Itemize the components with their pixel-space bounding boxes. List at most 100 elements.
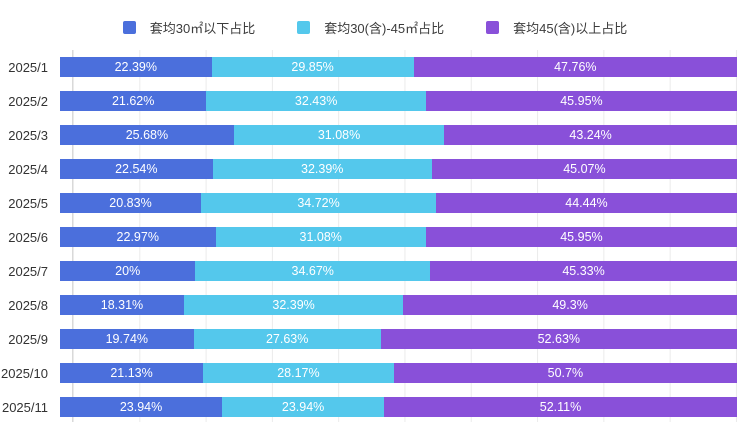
bar-segment-series-2[interactable]: 29.85% [211, 57, 414, 77]
bar-value-label: 20% [115, 264, 141, 278]
bar-segment-series-1[interactable]: 22.54% [60, 159, 213, 179]
bar-segment-series-1[interactable]: 19.74% [60, 329, 194, 349]
plot-rows: 2025/1 22.39% 29.85% 47.76% 2025/2 21.62% 32.4… [0, 50, 750, 424]
bar-segment-series-1[interactable]: 25.68% [60, 125, 234, 145]
bar-segment-series-2[interactable]: 28.17% [203, 363, 394, 383]
bar-value-label: 29.85% [291, 60, 334, 74]
bar-value-label: 34.72% [297, 196, 340, 210]
bar-value-label: 25.68% [125, 128, 169, 142]
bar-value-label: 45.07% [563, 162, 606, 176]
bar-segment-series-1[interactable]: 18.31% [60, 295, 184, 315]
chart-row: 2025/6 22.97% 31.08% 45.95% [0, 220, 750, 254]
bar-track: 18.31% 32.39% 49.3% [60, 295, 737, 315]
bar-track: 20.83% 34.72% 44.44% [60, 193, 737, 213]
chart-row: 2025/7 20% 34.67% 45.33% [0, 254, 750, 288]
legend-label-1: 套均30㎡以下占比 [149, 20, 256, 36]
bar-segment-series-1[interactable]: 21.62% [60, 91, 207, 111]
category-label: 2025/5 [8, 195, 48, 211]
bar-segment-series-1[interactable]: 20% [60, 261, 196, 281]
legend-item-over-45[interactable]: 套均45(含)以上占比 [486, 18, 627, 37]
legend-swatch-2 [297, 20, 311, 34]
bar-value-label: 21.62% [111, 94, 155, 108]
chart-row: 2025/4 22.54% 32.39% 45.07% [0, 152, 750, 186]
bar-segment-series-2[interactable]: 27.63% [193, 329, 381, 349]
legend: 套均30㎡以下占比 套均30(含)-45㎡占比 套均45(含)以上占比 [0, 0, 750, 50]
bar-value-label: 34.67% [291, 264, 334, 278]
bar-value-label: 45.95% [560, 94, 603, 108]
chart-row: 2025/11 23.94% 23.94% 52.11% [0, 390, 750, 424]
bar-segment-series-2[interactable]: 32.43% [206, 91, 426, 111]
bar-segment-series-1[interactable]: 20.83% [60, 193, 202, 213]
chart-row: 2025/2 21.62% 32.43% 45.95% [0, 84, 750, 118]
bar-segment-series-2[interactable]: 34.72% [201, 193, 437, 213]
chart-row: 2025/5 20.83% 34.72% 44.44% [0, 186, 750, 220]
bar-segment-series-3[interactable]: 45.95% [425, 227, 737, 247]
bar-value-label: 50.7% [547, 366, 584, 380]
bar-value-label: 20.83% [109, 196, 152, 210]
bar-segment-series-2[interactable]: 32.39% [212, 159, 432, 179]
bar-track: 21.62% 32.43% 45.95% [60, 91, 737, 111]
bar-value-label: 32.43% [294, 94, 338, 108]
bar-value-label: 32.39% [272, 298, 315, 312]
bar-segment-series-1[interactable]: 22.97% [60, 227, 216, 247]
bar-segment-series-3[interactable]: 52.11% [384, 397, 737, 417]
bar-segment-series-3[interactable]: 45.07% [431, 159, 737, 179]
bar-segment-series-2[interactable]: 32.39% [183, 295, 404, 315]
legend-swatch-1 [122, 20, 136, 34]
legend-item-under-30[interactable]: 套均30㎡以下占比 [122, 18, 256, 37]
bar-segment-series-3[interactable]: 45.95% [425, 91, 737, 111]
legend-label-2: 套均30(含)-45㎡占比 [324, 20, 445, 36]
bar-segment-series-3[interactable]: 43.24% [444, 125, 737, 145]
chart-row: 2025/8 18.31% 32.39% 49.3% [0, 288, 750, 322]
bar-segment-series-1[interactable]: 21.13% [60, 363, 204, 383]
bar-segment-series-1[interactable]: 23.94% [60, 397, 223, 417]
bar-value-label: 27.63% [265, 332, 309, 346]
bar-value-label: 22.39% [114, 60, 157, 74]
chart-row: 2025/10 21.13% 28.17% 50.7% [0, 356, 750, 390]
category-label: 2025/7 [8, 263, 48, 279]
bar-value-label: 23.94% [281, 400, 325, 414]
legend-label-3: 套均45(含)以上占比 [513, 20, 628, 36]
plot-area: 2025/1 22.39% 29.85% 47.76% 2025/2 21.62% 32.4… [0, 50, 750, 424]
category-label: 2025/2 [8, 93, 48, 109]
bar-segment-series-2[interactable]: 31.08% [215, 227, 426, 247]
bar-value-label: 19.74% [105, 332, 149, 346]
bar-segment-series-3[interactable]: 50.7% [393, 363, 737, 383]
bar-track: 22.97% 31.08% 45.95% [60, 227, 737, 247]
bar-segment-series-2[interactable]: 23.94% [222, 397, 385, 417]
chart-row: 2025/3 25.68% 31.08% 43.24% [0, 118, 750, 152]
bar-value-label: 31.08% [317, 128, 361, 142]
bar-segment-series-3[interactable]: 49.3% [403, 295, 737, 315]
bar-track: 21.13% 28.17% 50.7% [60, 363, 737, 383]
bar-segment-series-3[interactable]: 47.76% [413, 57, 737, 77]
bar-value-label: 22.97% [116, 230, 159, 244]
category-label: 2025/4 [8, 161, 48, 177]
legend-item-30-to-45[interactable]: 套均30(含)-45㎡占比 [297, 18, 444, 37]
bar-value-label: 18.31% [100, 298, 144, 312]
chart-row: 2025/1 22.39% 29.85% 47.76% [0, 50, 750, 84]
bar-segment-series-2[interactable]: 31.08% [233, 125, 445, 145]
bar-track: 20% 34.67% 45.33% [60, 261, 737, 281]
bar-value-label: 52.11% [539, 400, 582, 414]
bar-segment-series-2[interactable]: 34.67% [195, 261, 431, 281]
bar-value-label: 43.24% [569, 128, 612, 142]
bar-value-label: 31.08% [299, 230, 342, 244]
category-label: 2025/6 [8, 229, 48, 245]
bar-value-label: 49.3% [552, 298, 588, 312]
bar-segment-series-1[interactable]: 22.39% [60, 57, 212, 77]
bar-value-label: 23.94% [119, 400, 163, 414]
category-label: 2025/1 [8, 59, 48, 75]
category-label: 2025/8 [8, 297, 48, 313]
category-label: 2025/9 [8, 331, 48, 347]
legend-swatch-3 [486, 20, 500, 34]
category-label: 2025/10 [1, 365, 48, 381]
category-label: 2025/11 [1, 399, 48, 415]
bar-segment-series-3[interactable]: 44.44% [436, 193, 737, 213]
bar-value-label: 52.63% [537, 332, 581, 346]
bar-track: 22.39% 29.85% 47.76% [60, 57, 737, 77]
chart-row: 2025/9 19.74% 27.63% 52.63% [0, 322, 750, 356]
category-label: 2025/3 [8, 127, 48, 143]
bar-segment-series-3[interactable]: 52.63% [380, 329, 737, 349]
bar-segment-series-3[interactable]: 45.33% [430, 261, 737, 281]
